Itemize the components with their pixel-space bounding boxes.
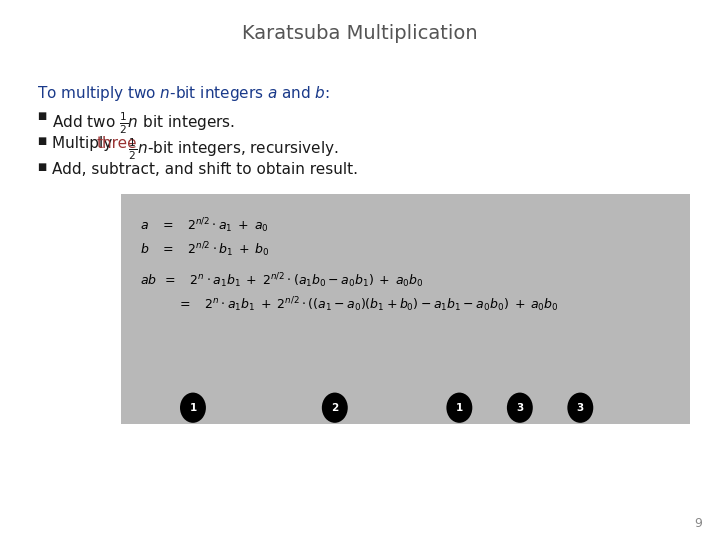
Text: Add, subtract, and shift to obtain result.: Add, subtract, and shift to obtain resul…	[52, 162, 358, 177]
Text: ■: ■	[37, 111, 47, 121]
Text: ■: ■	[37, 136, 47, 146]
Text: $b \quad = \quad 2^{n/2} \cdot b_1 \;+\; b_0$: $b \quad = \quad 2^{n/2} \cdot b_1 \;+\;…	[140, 240, 270, 259]
Text: 3: 3	[516, 403, 523, 413]
Text: Karatsuba Multiplication: Karatsuba Multiplication	[242, 24, 478, 43]
FancyBboxPatch shape	[121, 194, 690, 424]
Text: Add two $\frac{1}{2}n$ bit integers.: Add two $\frac{1}{2}n$ bit integers.	[52, 111, 235, 136]
Text: 9: 9	[694, 517, 702, 530]
Text: 1: 1	[456, 403, 463, 413]
Text: 2: 2	[331, 403, 338, 413]
Text: $a \quad = \quad 2^{n/2} \cdot a_1 \;+\; a_0$: $a \quad = \quad 2^{n/2} \cdot a_1 \;+\;…	[140, 216, 269, 235]
Text: ■: ■	[37, 162, 47, 172]
Text: $= \quad 2^{n} \cdot a_1 b_1 \;+\; 2^{n/2} \cdot ((a_1 - a_0)(b_1 + b_0) - a_1 b: $= \quad 2^{n} \cdot a_1 b_1 \;+\; 2^{n/…	[177, 295, 559, 314]
Ellipse shape	[446, 393, 472, 423]
Ellipse shape	[507, 393, 533, 423]
Text: three: three	[96, 136, 137, 151]
Ellipse shape	[180, 393, 206, 423]
Ellipse shape	[322, 393, 348, 423]
Text: To multiply two $n$-bit integers $a$ and $b$:: To multiply two $n$-bit integers $a$ and…	[37, 84, 330, 103]
Text: $ab \;\; = \quad 2^{n} \cdot a_1 b_1 \;+\; 2^{n/2} \cdot (a_1 b_0 - a_0 b_1) \;+: $ab \;\; = \quad 2^{n} \cdot a_1 b_1 \;+…	[140, 272, 424, 291]
Ellipse shape	[567, 393, 593, 423]
Text: 3: 3	[577, 403, 584, 413]
Text: 1: 1	[189, 403, 197, 413]
Text: $\frac{1}{2}n$-bit integers, recursively.: $\frac{1}{2}n$-bit integers, recursively…	[124, 136, 338, 161]
Text: Multiply: Multiply	[52, 136, 117, 151]
